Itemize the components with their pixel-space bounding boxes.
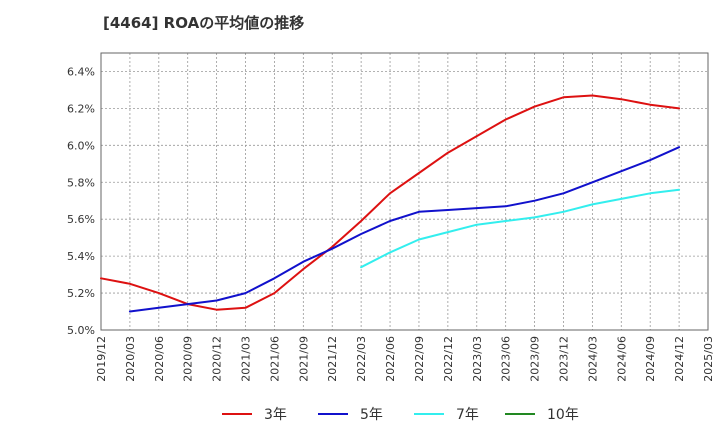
x-axis-ticks: 2019/12 2020/03 2020/06 2020/09 2020/12 2021/… [95,336,715,382]
x-tick-label: 2022/09 [413,336,426,382]
x-tick-label: 2022/06 [384,336,397,382]
series-line-3 [360,188,681,269]
series-line-2 [128,146,681,313]
x-tick-label: 2020/12 [211,336,224,382]
x-tick-label: 2023/12 [557,336,570,382]
x-tick-label: 2024/12 [673,336,686,382]
y-tick-label: 5.6% [67,213,95,226]
x-tick-label: 2023/06 [500,336,513,382]
x-tick-label: 2020/06 [153,336,166,382]
x-tick-label: 2024/09 [644,336,657,382]
y-tick-label: 5.4% [67,250,95,263]
y-axis-ticks: 5.0% 5.2% 5.4% 5.6% 5.8% 6.0% 6.2% 6.4% [67,65,95,337]
x-tick-label: 2024/03 [586,336,599,382]
legend-label: 5年 [360,407,383,423]
x-tick-label: 2021/03 [240,336,253,382]
y-tick-label: 5.0% [67,324,95,337]
legend-label: 7年 [456,407,479,423]
x-tick-label: 2021/12 [326,336,339,382]
x-tick-label: 2019/12 [95,336,108,382]
y-tick-label: 6.2% [67,102,95,115]
y-tick-label: 5.2% [67,287,95,300]
y-tick-label: 6.4% [67,65,95,78]
legend: 3年 5年 7年 10年 [222,407,579,423]
series-lines [100,94,681,313]
x-tick-label: 2021/06 [268,336,281,382]
legend-label: 10年 [547,407,579,423]
x-tick-label: 2022/12 [442,336,455,382]
series-line-1 [100,94,681,311]
grid-lines [100,53,709,331]
plot-frame [100,52,709,331]
x-tick-label: 2020/03 [124,336,137,382]
x-tick-label: 2020/09 [182,336,195,382]
x-tick-label: 2023/03 [471,336,484,382]
x-tick-label: 2023/09 [529,336,542,382]
legend-label: 3年 [264,407,287,423]
x-tick-label: 2024/06 [615,336,628,382]
y-tick-label: 6.0% [67,139,95,152]
x-tick-label: 2025/03 [702,336,715,382]
chart-title: [4464] ROAの平均値の推移 [103,14,305,32]
x-tick-label: 2021/09 [297,336,310,382]
y-tick-label: 5.8% [67,176,95,189]
x-tick-label: 2022/03 [355,336,368,382]
